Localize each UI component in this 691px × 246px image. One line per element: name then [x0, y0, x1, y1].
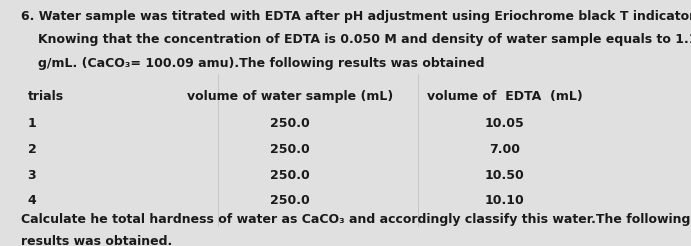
Text: volume of  EDTA  (mL): volume of EDTA (mL) — [426, 90, 583, 103]
Text: 6. Water sample was titrated with EDTA after pH adjustment using Eriochrome blac: 6. Water sample was titrated with EDTA a… — [21, 10, 691, 23]
Text: 2: 2 — [28, 143, 37, 156]
Text: 3: 3 — [28, 169, 36, 182]
Text: 250.0: 250.0 — [270, 194, 310, 207]
Text: 10.05: 10.05 — [484, 117, 524, 130]
Text: results was obtained.: results was obtained. — [21, 235, 172, 246]
Text: trials: trials — [28, 90, 64, 103]
Text: 10.10: 10.10 — [484, 194, 524, 207]
Text: 250.0: 250.0 — [270, 117, 310, 130]
Text: 250.0: 250.0 — [270, 169, 310, 182]
Text: Calculate he total hardness of water as CaCO₃ and accordingly classify this wate: Calculate he total hardness of water as … — [21, 213, 690, 226]
Text: 10.50: 10.50 — [484, 169, 524, 182]
Text: 7.00: 7.00 — [489, 143, 520, 156]
Text: 1: 1 — [28, 117, 37, 130]
Text: 4: 4 — [28, 194, 37, 207]
Text: Knowing that the concentration of EDTA is 0.050 M and density of water sample eq: Knowing that the concentration of EDTA i… — [38, 33, 691, 46]
Text: volume of water sample (mL): volume of water sample (mL) — [187, 90, 393, 103]
Text: 250.0: 250.0 — [270, 143, 310, 156]
Text: g/mL. (CaCO₃= 100.09 amu).The following results was obtained: g/mL. (CaCO₃= 100.09 amu).The following … — [38, 57, 484, 70]
